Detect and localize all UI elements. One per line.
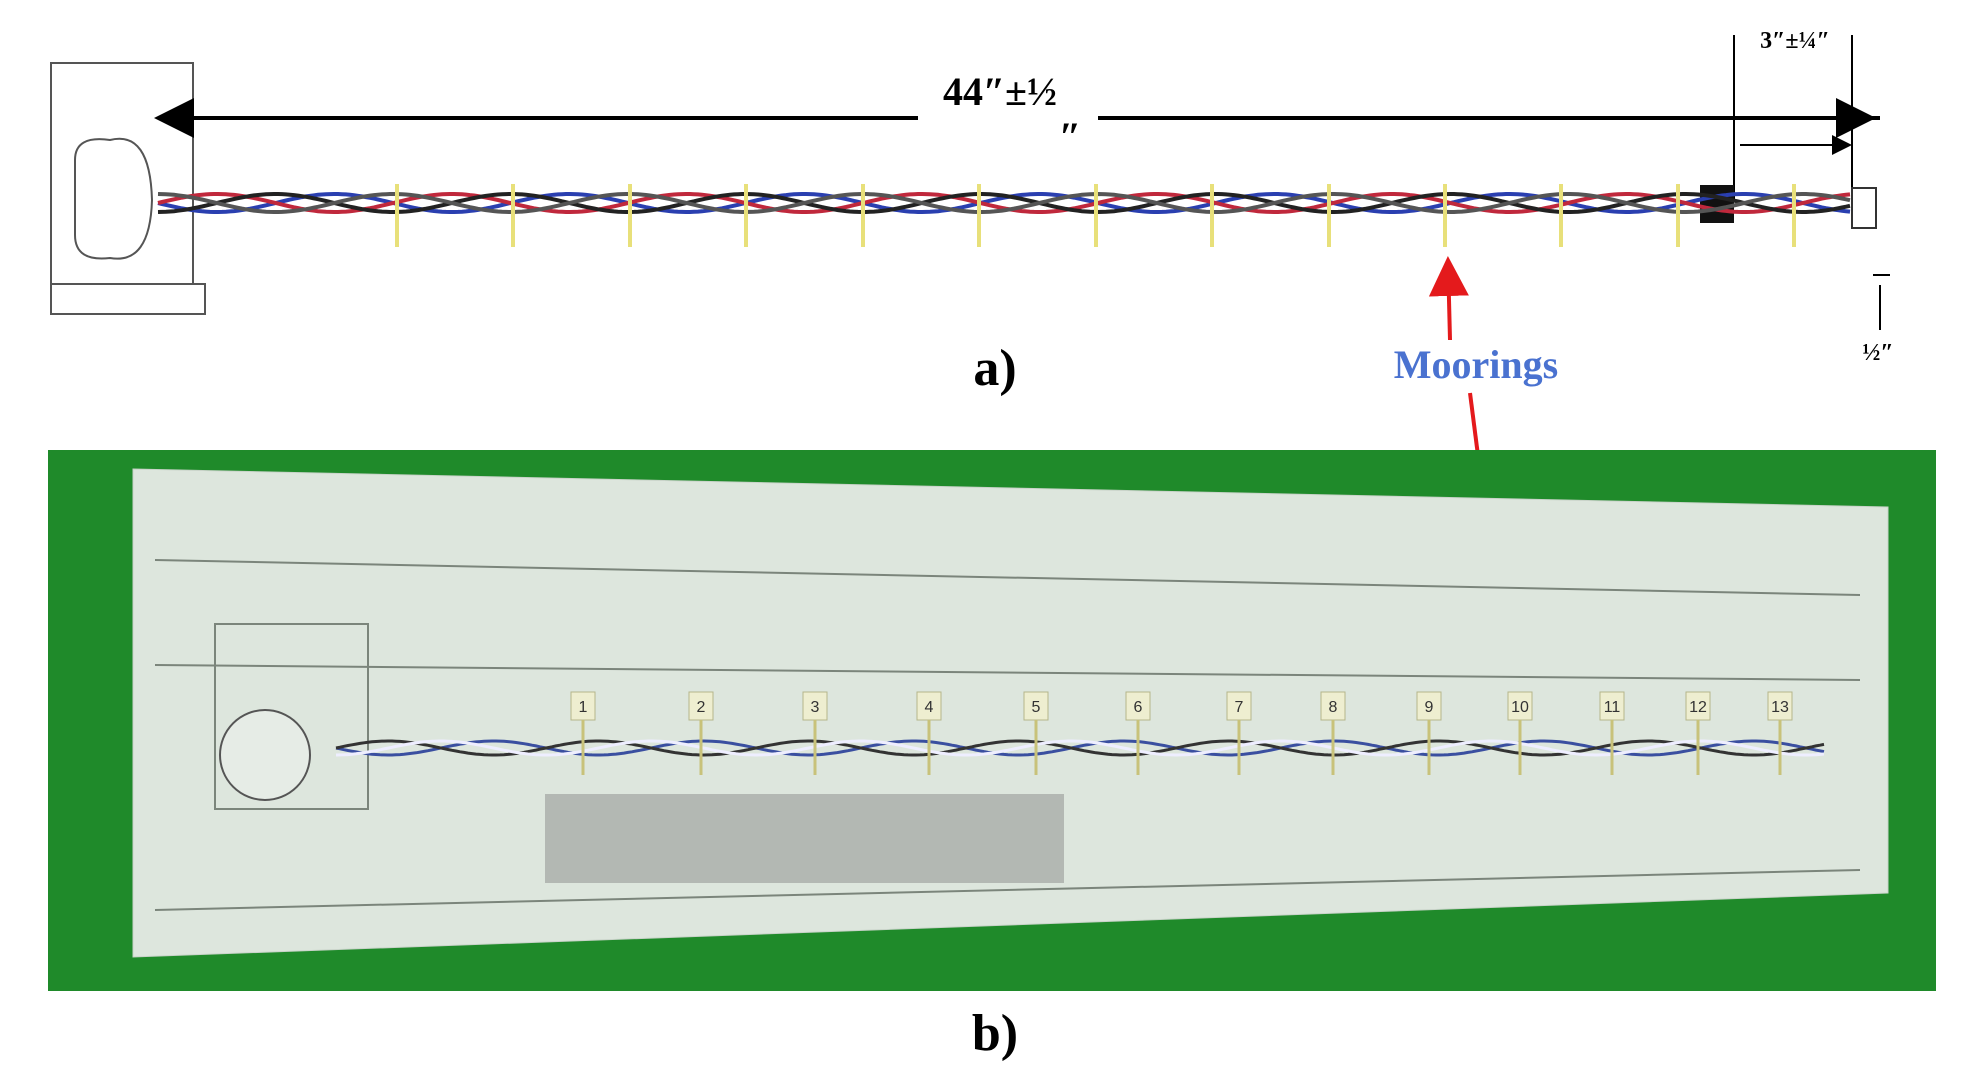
cable [157,191,1851,215]
mooring-tag [1320,691,1346,721]
guide-line [154,559,1861,596]
dimension-label: 44″±½ [943,69,1057,114]
annotation-label: Moorings [1394,342,1558,387]
mooring-tag [1125,691,1151,721]
mooring-number: 2 [697,699,706,716]
mooring-number: 12 [1689,699,1707,716]
mooring-number: 10 [1511,699,1529,716]
mooring-tag [1767,691,1793,721]
mooring-tag [688,691,714,721]
end-plug [1851,187,1877,229]
mooring-number: 9 [1425,699,1434,716]
caption: b) [972,1005,1018,1062]
guide-line [154,664,1861,681]
fixture-head [219,709,311,801]
mooring-number: 13 [1771,699,1789,716]
connector [1700,185,1734,223]
moorings: 1 2 3 4 5 6 7 8 9 10 11 12 13 [570,691,1793,775]
mooring-number: 7 [1235,699,1244,716]
panel-b: 1 2 3 4 5 6 7 8 9 10 11 12 13 b) [48,450,1936,1062]
moorings [395,184,1796,247]
fixture-outline [214,623,369,810]
label-backdrop [918,70,1098,160]
board [132,468,1889,958]
mooring-number: 8 [1329,699,1338,716]
caption: a) [973,340,1016,397]
panel-a: 44″±½ ″ 3″±¼″ ½″ a) [50,28,1894,397]
guide-line [154,869,1861,911]
fixture-base [50,283,206,315]
annotation-arrow [1428,256,1469,341]
mooring-number: 6 [1134,699,1143,716]
small-dimension-label: ½″ [1862,340,1893,366]
mooring-number: 1 [579,699,588,716]
mooring-tag [1226,691,1252,721]
mooring-number: 3 [811,699,820,716]
fixture-head [74,137,154,260]
end-dimension-label: 3″±¼″ [1760,28,1830,54]
mooring-number: 5 [1032,699,1041,716]
wire [157,191,1851,214]
mooring-number: 4 [925,699,934,716]
dimension-suffix: ″ [1059,114,1081,159]
redaction [545,794,1064,883]
mooring-tag [1023,691,1049,721]
mooring-number: 11 [1604,699,1621,716]
wire [157,192,1851,215]
mooring-tag [1599,691,1625,721]
